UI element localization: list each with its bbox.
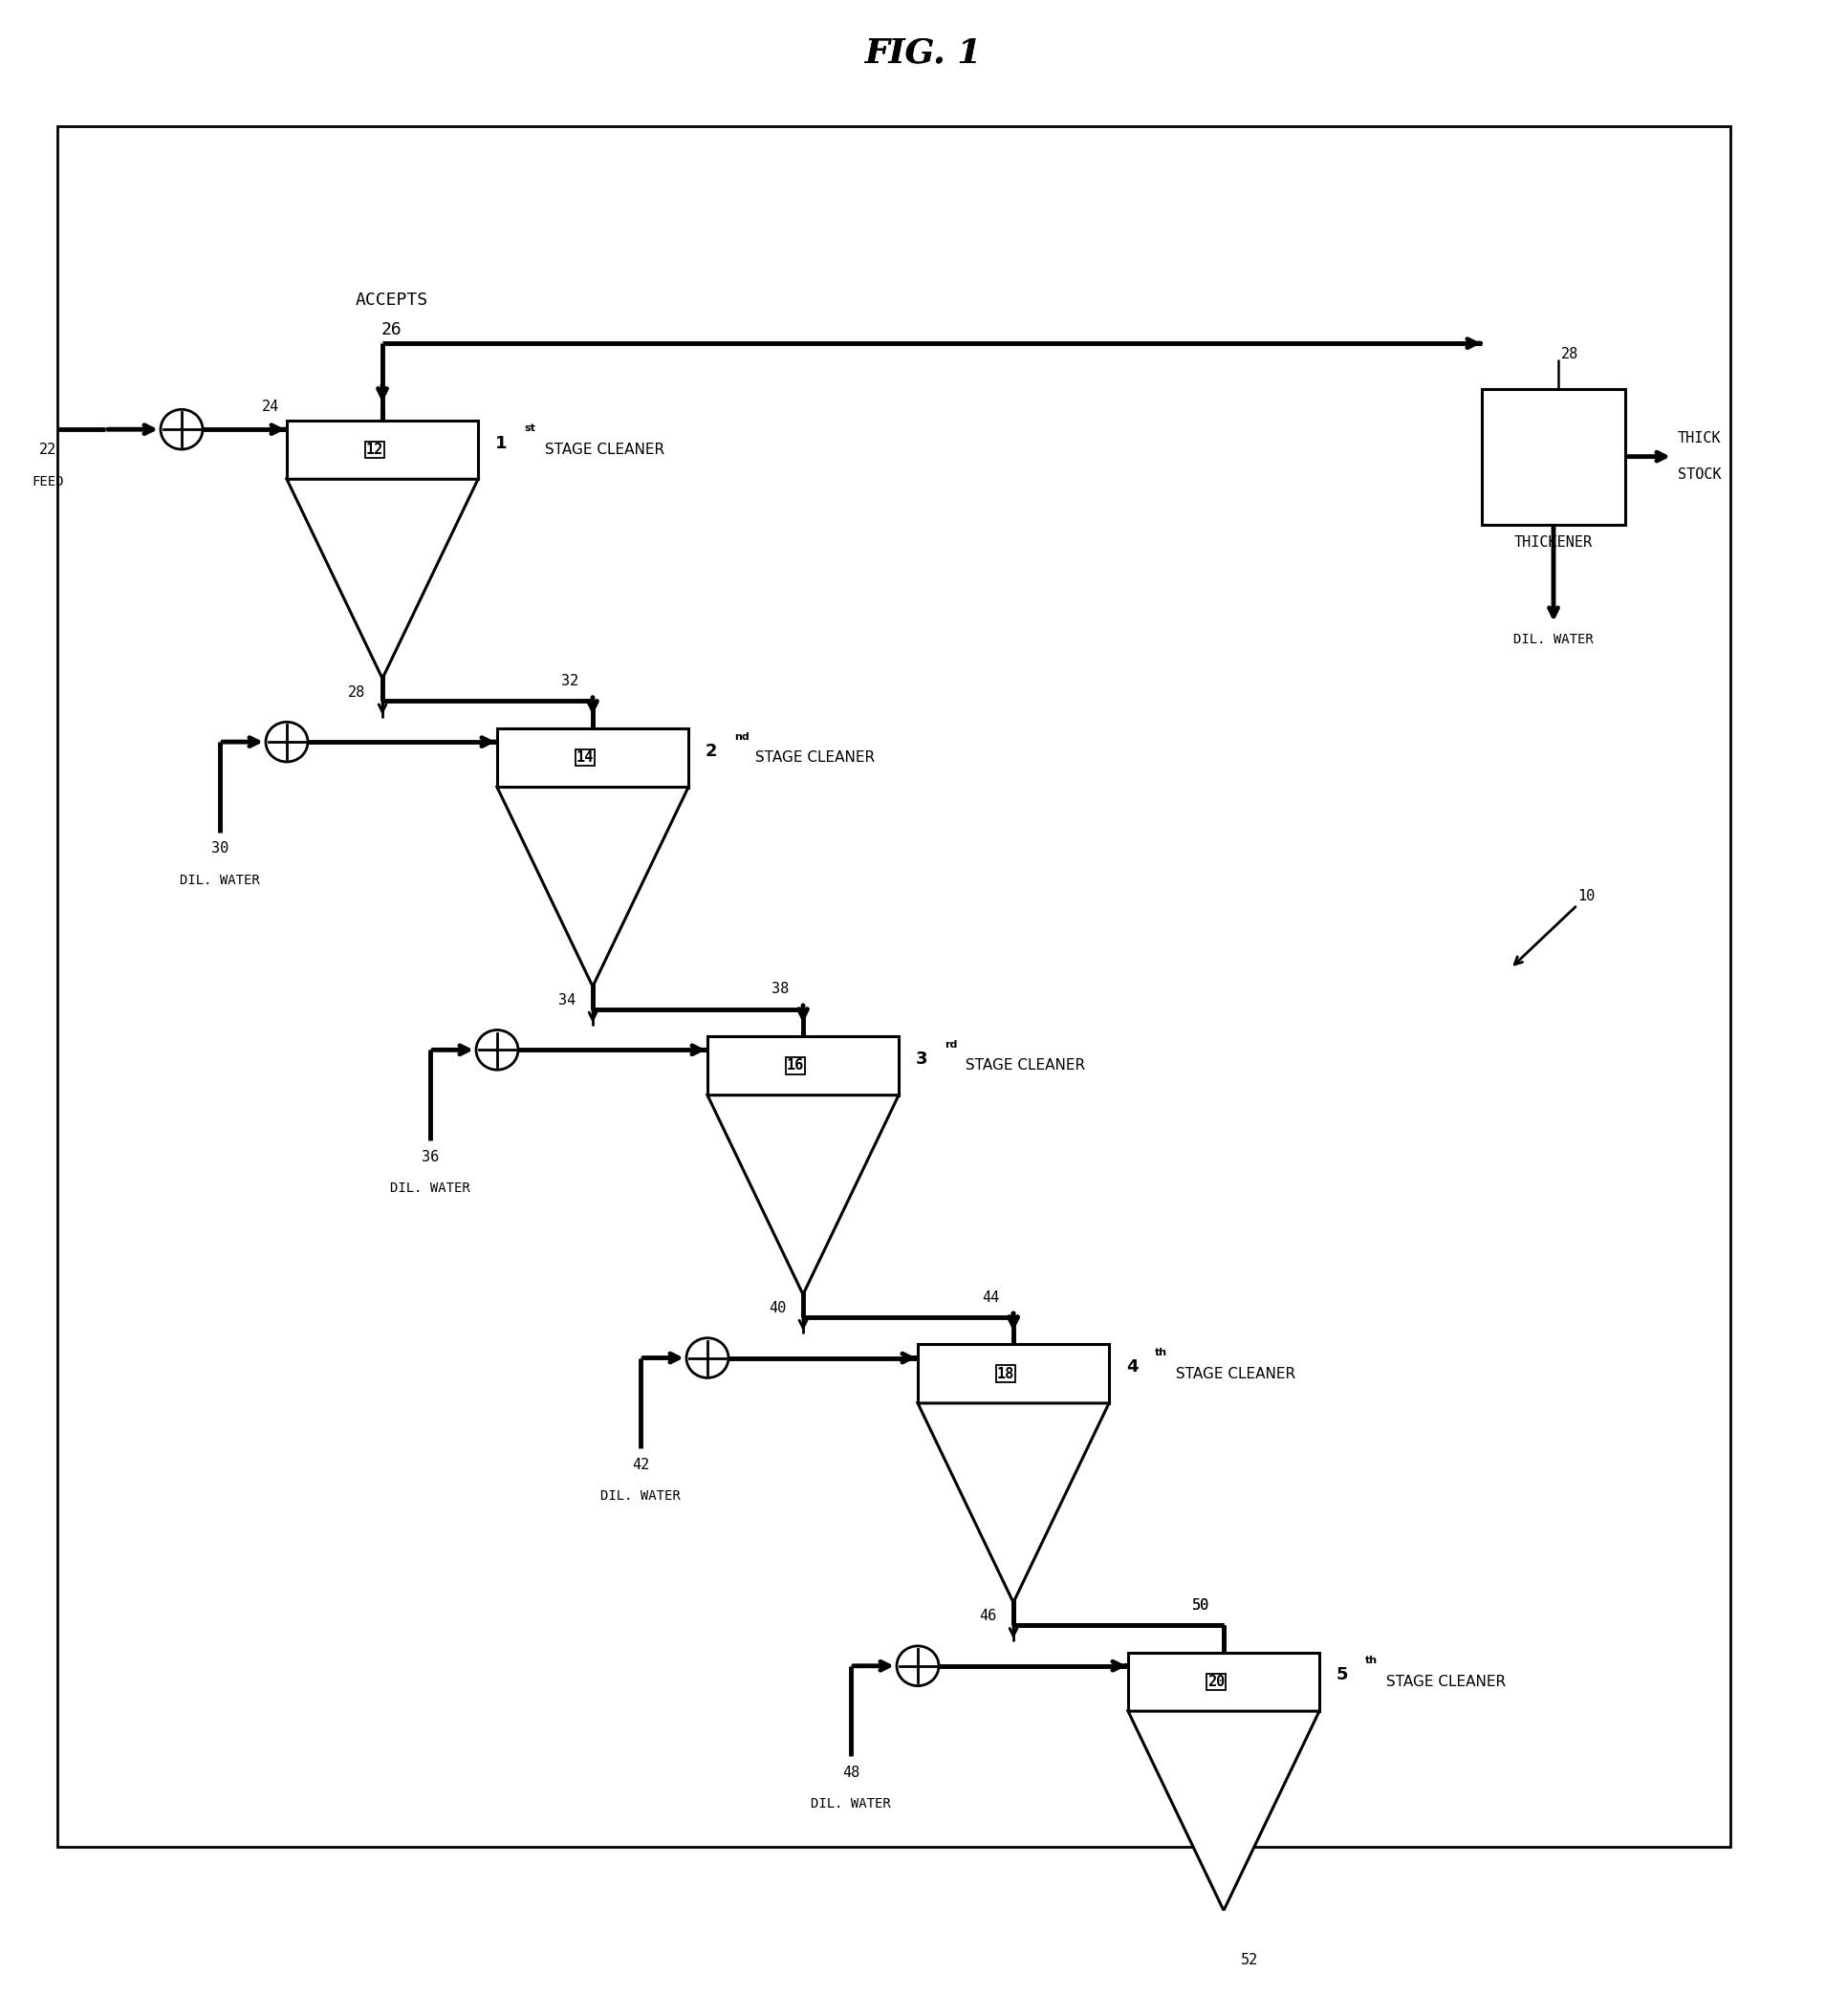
Text: 18: 18 bbox=[997, 1367, 1014, 1381]
Text: STAGE CLEANER: STAGE CLEANER bbox=[539, 444, 665, 458]
Bar bbox=[497, 728, 689, 786]
Bar bbox=[1481, 389, 1625, 524]
Text: 22: 22 bbox=[39, 442, 57, 456]
Bar bbox=[1129, 1653, 1319, 1712]
Text: DIL. WATER: DIL. WATER bbox=[179, 873, 260, 887]
Text: 40: 40 bbox=[768, 1300, 785, 1314]
Polygon shape bbox=[286, 480, 478, 679]
Text: DIL. WATER: DIL. WATER bbox=[811, 1796, 890, 1810]
Text: DIL. WATER: DIL. WATER bbox=[1513, 633, 1594, 647]
Circle shape bbox=[898, 1645, 938, 1685]
Text: 26: 26 bbox=[382, 323, 403, 339]
Text: 10: 10 bbox=[1577, 889, 1594, 903]
Text: FIG. 1: FIG. 1 bbox=[864, 36, 983, 71]
Text: 16: 16 bbox=[787, 1058, 803, 1073]
Text: 32: 32 bbox=[561, 673, 578, 687]
Bar bbox=[707, 1036, 899, 1095]
Text: STAGE CLEANER: STAGE CLEANER bbox=[1382, 1675, 1505, 1689]
Text: 4: 4 bbox=[1127, 1359, 1138, 1375]
Text: STAGE CLEANER: STAGE CLEANER bbox=[960, 1058, 1086, 1073]
Text: 2: 2 bbox=[706, 742, 717, 760]
Text: 5: 5 bbox=[1337, 1667, 1348, 1683]
Polygon shape bbox=[1129, 1712, 1319, 1911]
Text: DIL. WATER: DIL. WATER bbox=[390, 1181, 471, 1195]
Text: THICKENER: THICKENER bbox=[1515, 536, 1592, 550]
Circle shape bbox=[687, 1339, 728, 1377]
Polygon shape bbox=[497, 786, 689, 986]
Text: ACCEPTS: ACCEPTS bbox=[356, 292, 429, 308]
Text: 20: 20 bbox=[1208, 1675, 1225, 1689]
Text: rd: rd bbox=[944, 1040, 957, 1050]
Text: 14: 14 bbox=[576, 750, 593, 764]
Bar bbox=[286, 419, 478, 480]
Circle shape bbox=[477, 1030, 519, 1070]
Text: 24: 24 bbox=[262, 399, 279, 413]
Text: 1: 1 bbox=[495, 435, 508, 452]
Text: 34: 34 bbox=[558, 994, 576, 1008]
Text: 44: 44 bbox=[981, 1290, 999, 1304]
Circle shape bbox=[161, 409, 203, 450]
Text: 3: 3 bbox=[916, 1050, 927, 1068]
Text: th: th bbox=[1154, 1349, 1167, 1357]
Text: 12: 12 bbox=[366, 444, 384, 458]
Text: STAGE CLEANER: STAGE CLEANER bbox=[1171, 1367, 1295, 1381]
Text: STOCK: STOCK bbox=[1677, 468, 1721, 482]
Text: 28: 28 bbox=[347, 685, 366, 700]
Text: 38: 38 bbox=[772, 982, 789, 996]
Text: 30: 30 bbox=[211, 841, 229, 857]
Text: st: st bbox=[525, 423, 536, 433]
Text: DIL. WATER: DIL. WATER bbox=[600, 1490, 680, 1502]
Circle shape bbox=[266, 722, 308, 762]
Text: nd: nd bbox=[735, 732, 750, 742]
Text: 50: 50 bbox=[1191, 1599, 1210, 1613]
Text: 28: 28 bbox=[1561, 347, 1579, 361]
Text: FEED: FEED bbox=[31, 476, 65, 488]
Bar bbox=[918, 1345, 1108, 1403]
Text: FIG. 1: FIG. 1 bbox=[864, 36, 983, 71]
Text: 46: 46 bbox=[979, 1609, 996, 1623]
Text: 48: 48 bbox=[842, 1766, 859, 1780]
Text: 36: 36 bbox=[421, 1149, 440, 1163]
Text: 50: 50 bbox=[1191, 1599, 1210, 1613]
Polygon shape bbox=[707, 1095, 899, 1294]
Text: 52: 52 bbox=[1241, 1954, 1258, 1968]
Text: 42: 42 bbox=[632, 1458, 650, 1472]
Polygon shape bbox=[918, 1403, 1108, 1603]
Text: THICK: THICK bbox=[1677, 431, 1721, 446]
Text: th: th bbox=[1365, 1655, 1378, 1665]
Text: STAGE CLEANER: STAGE CLEANER bbox=[750, 750, 875, 764]
